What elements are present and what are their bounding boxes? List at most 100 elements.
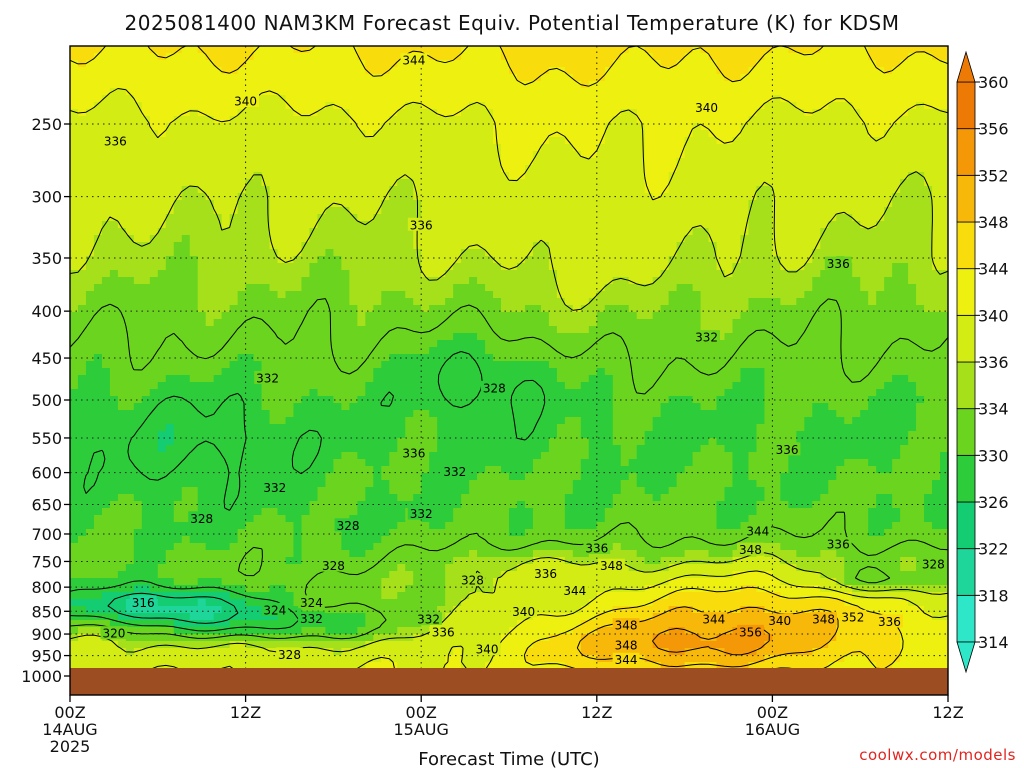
- field-cell: [660, 326, 670, 334]
- field-cell: [732, 277, 742, 285]
- field-cell: [205, 60, 215, 68]
- field-cell: [668, 67, 678, 75]
- field-cell: [532, 102, 542, 110]
- field-cell: [261, 165, 271, 173]
- field-cell: [445, 326, 454, 334]
- field-cell: [85, 130, 95, 138]
- field-cell: [397, 270, 406, 278]
- field-cell: [812, 88, 821, 96]
- field-cell: [437, 214, 446, 222]
- field-cell: [125, 144, 135, 152]
- field-cell: [389, 305, 398, 313]
- field-cell: [253, 67, 263, 75]
- field-cell: [788, 200, 797, 208]
- field-cell: [852, 53, 861, 61]
- field-cell: [285, 151, 295, 159]
- field-cell: [940, 298, 948, 306]
- field-cell: [245, 312, 255, 320]
- field-cell: [612, 200, 622, 208]
- field-cell: [509, 102, 518, 110]
- field-cell: [101, 193, 111, 201]
- field-cell: [117, 130, 127, 138]
- field-cell: [237, 284, 247, 292]
- field-cell: [445, 130, 454, 138]
- field-cell: [349, 81, 358, 89]
- field-cell: [85, 312, 95, 320]
- field-cell: [509, 319, 518, 327]
- field-cell: [141, 60, 151, 68]
- field-cell: [301, 116, 311, 124]
- field-cell: [149, 123, 159, 131]
- field-cell: [389, 95, 398, 103]
- field-cell: [916, 81, 925, 89]
- field-cell: [157, 235, 167, 243]
- field-cell: [293, 172, 303, 180]
- field-cell: [620, 88, 630, 96]
- field-cell: [309, 340, 319, 348]
- field-cell: [748, 312, 758, 320]
- field-cell: [245, 186, 255, 194]
- field-cell: [796, 277, 805, 285]
- field-cell: [245, 361, 255, 369]
- field-cell: [940, 200, 948, 208]
- field-cell: [580, 284, 590, 292]
- field-cell: [932, 305, 941, 313]
- field-cell: [413, 172, 422, 180]
- field-cell: [253, 116, 263, 124]
- field-cell: [389, 186, 398, 194]
- field-cell: [652, 221, 662, 229]
- field-cell: [85, 221, 95, 229]
- field-cell: [596, 151, 606, 159]
- field-cell: [429, 326, 438, 334]
- field-cell: [149, 221, 159, 229]
- field-cell: [285, 200, 295, 208]
- field-cell: [197, 214, 207, 222]
- field-cell: [501, 74, 510, 82]
- field-cell: [421, 172, 430, 180]
- field-cell: [453, 249, 462, 257]
- field-cell: [205, 116, 215, 124]
- field-cell: [692, 298, 702, 306]
- field-cell: [924, 333, 933, 341]
- field-cell: [676, 207, 686, 215]
- field-cell: [309, 179, 319, 187]
- field-cell: [301, 81, 311, 89]
- field-cell: [788, 284, 797, 292]
- field-cell: [556, 347, 566, 355]
- field-cell: [245, 354, 255, 362]
- field-cell: [924, 298, 933, 306]
- field-cell: [732, 270, 742, 278]
- field-cell: [764, 60, 773, 68]
- field-cell: [812, 53, 821, 61]
- field-cell: [389, 270, 398, 278]
- field-cell: [548, 102, 558, 110]
- field-cell: [556, 340, 566, 348]
- field-cell: [461, 263, 470, 271]
- field-cell: [349, 116, 358, 124]
- field-cell: [117, 165, 127, 173]
- field-cell: [125, 116, 135, 124]
- field-cell: [149, 137, 159, 145]
- field-cell: [612, 305, 622, 313]
- field-cell: [732, 319, 742, 327]
- field-cell: [852, 123, 861, 131]
- field-cell: [413, 88, 422, 96]
- field-cell: [149, 214, 159, 222]
- field-cell: [788, 235, 797, 243]
- field-cell: [117, 361, 127, 369]
- field-cell: [908, 277, 917, 285]
- field-cell: [708, 263, 718, 271]
- field-cell: [604, 305, 614, 313]
- field-cell: [101, 291, 111, 299]
- field-cell: [572, 270, 582, 278]
- field-cell: [572, 144, 582, 152]
- field-cell: [317, 221, 327, 229]
- field-cell: [540, 144, 550, 152]
- field-cell: [756, 256, 766, 264]
- field-cell: [548, 298, 558, 306]
- field-cell: [445, 291, 454, 299]
- field-cell: [780, 46, 789, 54]
- field-cell: [668, 193, 678, 201]
- field-cell: [916, 214, 925, 222]
- field-cell: [229, 81, 239, 89]
